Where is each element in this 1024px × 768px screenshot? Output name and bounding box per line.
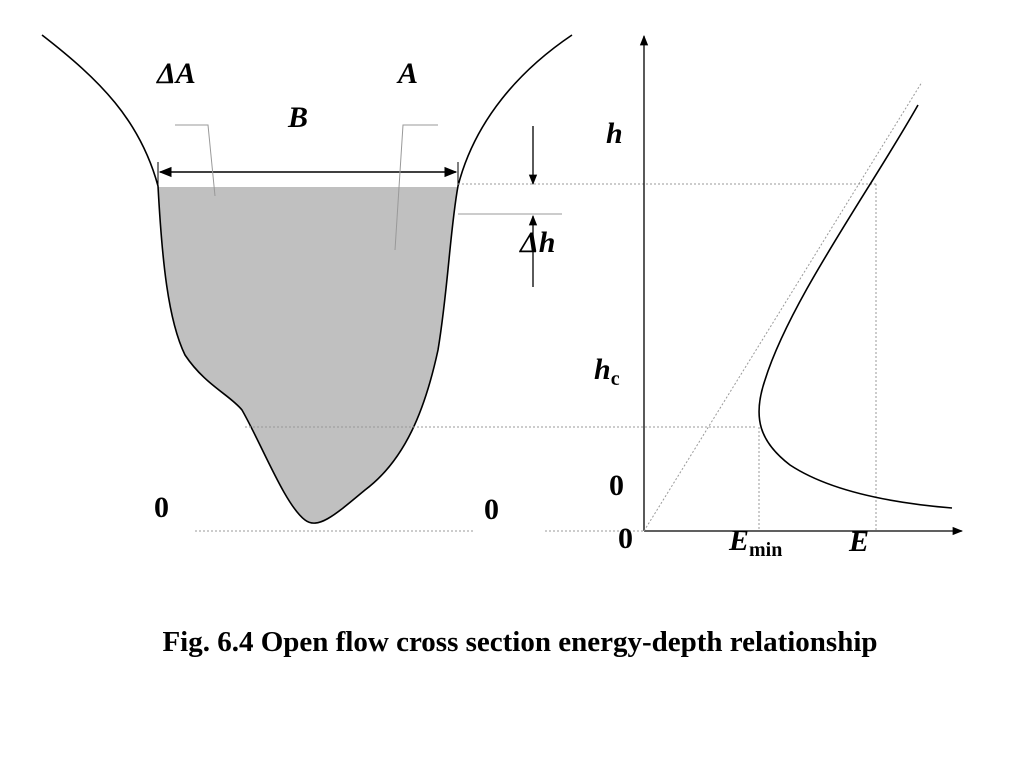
origin-zero-label: 0	[618, 522, 633, 555]
area-leader	[394, 124, 438, 251]
area-label: A	[396, 57, 418, 90]
energy-depth-figure: ΔA A B Δh h hc 0 0 0 0 Emin E	[41, 34, 964, 561]
top-width-label: B	[287, 101, 308, 134]
delta-area-label: ΔA	[156, 57, 196, 90]
energy-axis-label: E	[848, 525, 869, 558]
channel-cross-section	[41, 34, 573, 532]
specific-energy-curve	[758, 104, 953, 509]
figure-caption: Fig. 6.4 Open flow cross section energy-…	[162, 626, 878, 658]
delta-depth-label: Δh	[519, 226, 556, 259]
critical-depth-label: hc	[594, 353, 620, 390]
energy-depth-graph	[639, 34, 964, 536]
depth-axis-label: h	[606, 117, 623, 150]
delta-area-leader	[175, 124, 216, 197]
zero-label-left: 0	[154, 491, 169, 524]
water-area	[158, 186, 458, 524]
zero-label-right: 0	[484, 493, 499, 526]
zero-label-graph-axis: 0	[609, 469, 624, 502]
channel-bank	[41, 34, 573, 524]
e-min-label: Emin	[728, 524, 782, 561]
asymptote-line	[643, 81, 923, 532]
